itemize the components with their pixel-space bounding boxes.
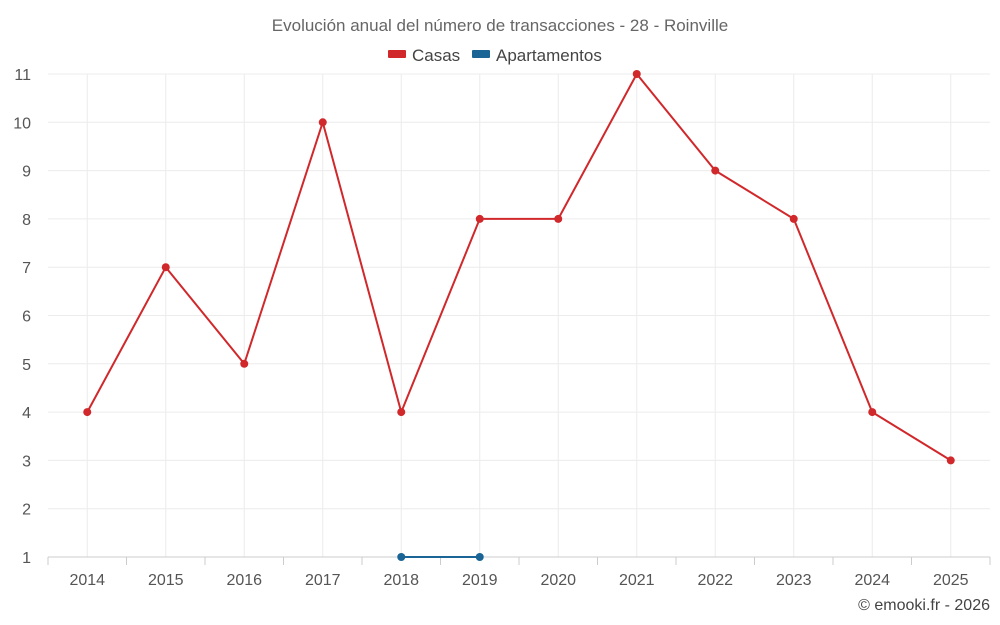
legend-label-casas: Casas: [412, 46, 460, 65]
gridlines: [48, 73, 990, 557]
y-tick-label: 2: [22, 502, 31, 519]
x-tick-label: 2021: [619, 572, 655, 589]
y-tick-label: 7: [22, 260, 31, 277]
x-tick-label: 2015: [148, 572, 184, 589]
y-tick-label: 5: [22, 357, 31, 374]
x-tick-label: 2023: [776, 572, 812, 589]
y-tick-label: 3: [22, 453, 31, 470]
y-tick-label: 6: [22, 309, 31, 326]
data-point-casas[interactable]: [397, 408, 406, 417]
legend: Casas Apartamentos: [388, 46, 602, 65]
data-point-casas[interactable]: [554, 214, 563, 223]
data-point-casas[interactable]: [868, 408, 877, 417]
y-tick-label: 4: [22, 405, 31, 422]
x-tick-label: 2022: [697, 572, 733, 589]
chart-title: Evolución anual del número de transaccio…: [272, 16, 728, 35]
data-point-casas[interactable]: [711, 166, 720, 175]
y-tick-label: 11: [14, 67, 31, 84]
legend-item-casas[interactable]: Casas: [388, 46, 460, 65]
legend-item-apartamentos[interactable]: Apartamentos: [472, 46, 602, 65]
x-tick-label: 2017: [305, 572, 341, 589]
x-tick-label: 2018: [383, 572, 419, 589]
x-tick-label: 2014: [69, 572, 105, 589]
data-point-casas[interactable]: [240, 359, 249, 368]
legend-swatch-casas: [388, 50, 406, 58]
data-point-casas[interactable]: [789, 214, 798, 223]
data-point-casas[interactable]: [318, 118, 327, 127]
y-tick-label: 1: [22, 550, 31, 567]
x-tick-label: 2020: [540, 572, 576, 589]
series: [83, 70, 955, 561]
data-point-casas[interactable]: [946, 456, 955, 465]
y-tick-label: 9: [22, 164, 31, 181]
axes: 1 2 3 4 5 6 7 8 9 10 11 2014 2015 2016 2017 2018 2019 202…: [13, 67, 991, 589]
data-point-casas[interactable]: [161, 263, 170, 272]
series-line-casas: [86, 73, 952, 462]
legend-swatch-apartamentos: [472, 50, 490, 58]
legend-label-apartamentos: Apartamentos: [496, 46, 602, 65]
data-point-apartamentos[interactable]: [397, 553, 406, 561]
data-point-apartamentos[interactable]: [475, 553, 484, 561]
x-tick-label: 2016: [226, 572, 262, 589]
x-tick-label: 2019: [462, 572, 498, 589]
series-apartamentos: [397, 553, 484, 561]
series-casas: [83, 70, 955, 465]
data-point-casas[interactable]: [632, 70, 641, 78]
x-tick-label: 2025: [933, 572, 969, 589]
y-tick-label: 10: [13, 115, 31, 132]
data-point-casas[interactable]: [83, 408, 92, 417]
x-tick-label: 2024: [854, 572, 890, 589]
data-point-casas[interactable]: [475, 214, 484, 223]
y-tick-label: 8: [22, 212, 31, 229]
credit-text: © emooki.fr - 2026: [858, 597, 990, 614]
